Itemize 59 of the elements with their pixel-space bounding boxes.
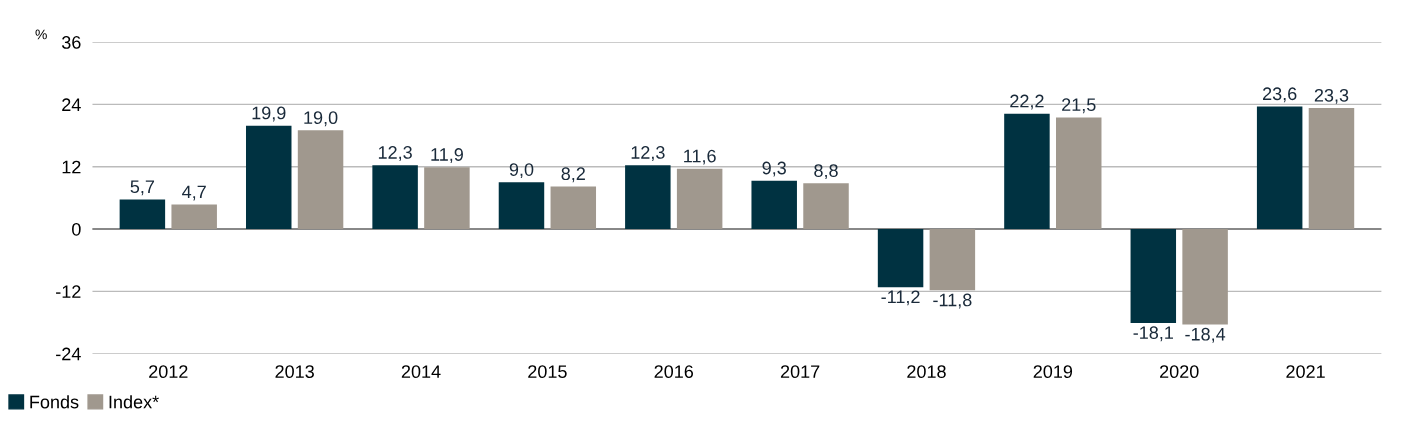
data-label: 19,0 <box>304 111 338 127</box>
data-label: 23,6 <box>1263 87 1297 103</box>
bar <box>297 130 344 230</box>
data-label: 8,2 <box>561 167 585 183</box>
data-label: -18,1 <box>1133 326 1173 342</box>
y-tick-label: 36 <box>61 36 81 49</box>
x-tick-label: 2016 <box>654 365 694 379</box>
data-label: 8,8 <box>814 164 838 180</box>
y-tick-label: 0 <box>72 222 81 236</box>
data-label: 4,7 <box>182 185 206 201</box>
bar <box>929 229 976 291</box>
legend-label: Index* <box>109 395 159 409</box>
bar <box>1308 108 1355 230</box>
y-axis-title: % <box>35 29 47 40</box>
x-tick-label: 2021 <box>1286 365 1325 379</box>
data-label: 19,9 <box>252 106 286 122</box>
data-label: 5,7 <box>130 180 155 196</box>
y-tick-label: -12 <box>56 285 81 298</box>
x-tick-label: 2012 <box>149 365 188 379</box>
bar <box>246 125 292 230</box>
x-tick-label: 2019 <box>1033 365 1073 379</box>
data-label: 23,3 <box>1314 88 1349 104</box>
bar <box>498 182 545 230</box>
bar <box>625 165 671 230</box>
bar <box>1004 113 1050 230</box>
bar <box>751 180 797 230</box>
data-label: -11,8 <box>933 293 972 309</box>
legend-label: Fonds <box>30 395 79 409</box>
bar <box>676 168 723 230</box>
bar <box>1256 106 1303 230</box>
bar <box>550 186 597 230</box>
x-tick-label: 2015 <box>528 365 567 379</box>
x-tick-label: 2014 <box>401 365 441 379</box>
bar <box>171 204 217 230</box>
x-tick-label: 2017 <box>780 365 820 379</box>
bar <box>372 165 418 230</box>
data-label: -18,4 <box>1185 327 1226 343</box>
data-label: 11,6 <box>684 149 716 165</box>
bar <box>424 167 470 230</box>
data-label: 9,0 <box>509 163 534 179</box>
data-label: 22,2 <box>1010 94 1044 110</box>
data-label: 11,9 <box>431 148 463 164</box>
bar <box>1182 229 1228 325</box>
y-tick-label: 24 <box>62 98 81 111</box>
bar <box>803 183 849 230</box>
data-label: 9,3 <box>762 161 786 177</box>
bar <box>1056 117 1102 230</box>
bar <box>1130 229 1177 324</box>
x-tick-label: 2020 <box>1160 365 1199 379</box>
data-label: 21,5 <box>1062 98 1096 114</box>
bar <box>877 229 924 288</box>
data-label: -11,2 <box>881 290 920 306</box>
data-label: 12,3 <box>631 146 665 161</box>
bar <box>119 199 166 230</box>
y-tick-label: -24 <box>56 347 81 361</box>
x-tick-label: 2018 <box>907 365 946 379</box>
data-label: 12,3 <box>378 146 412 161</box>
y-tick-label: 12 <box>62 160 81 174</box>
x-tick-label: 2013 <box>275 365 314 379</box>
